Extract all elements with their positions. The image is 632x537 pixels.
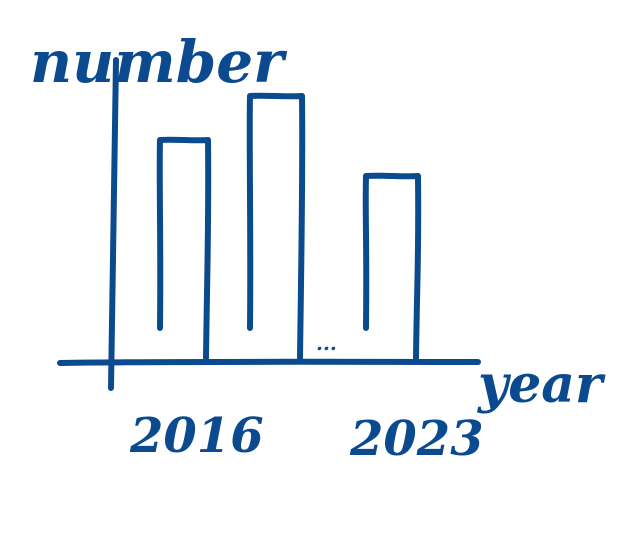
ellipsis-gap: ... — [316, 331, 337, 355]
bar-2 — [362, 172, 422, 361]
bars-group — [156, 92, 422, 361]
bar-0 — [156, 136, 212, 361]
x-tick-label-2023: 2023 — [349, 411, 484, 467]
y-axis-label: number — [30, 28, 288, 96]
y-axis-line — [108, 57, 119, 391]
x-axis-label: year — [477, 354, 606, 415]
x-axis-line — [57, 358, 481, 366]
x-tick-label-2016: 2016 — [129, 408, 264, 464]
bar-1 — [246, 92, 306, 361]
